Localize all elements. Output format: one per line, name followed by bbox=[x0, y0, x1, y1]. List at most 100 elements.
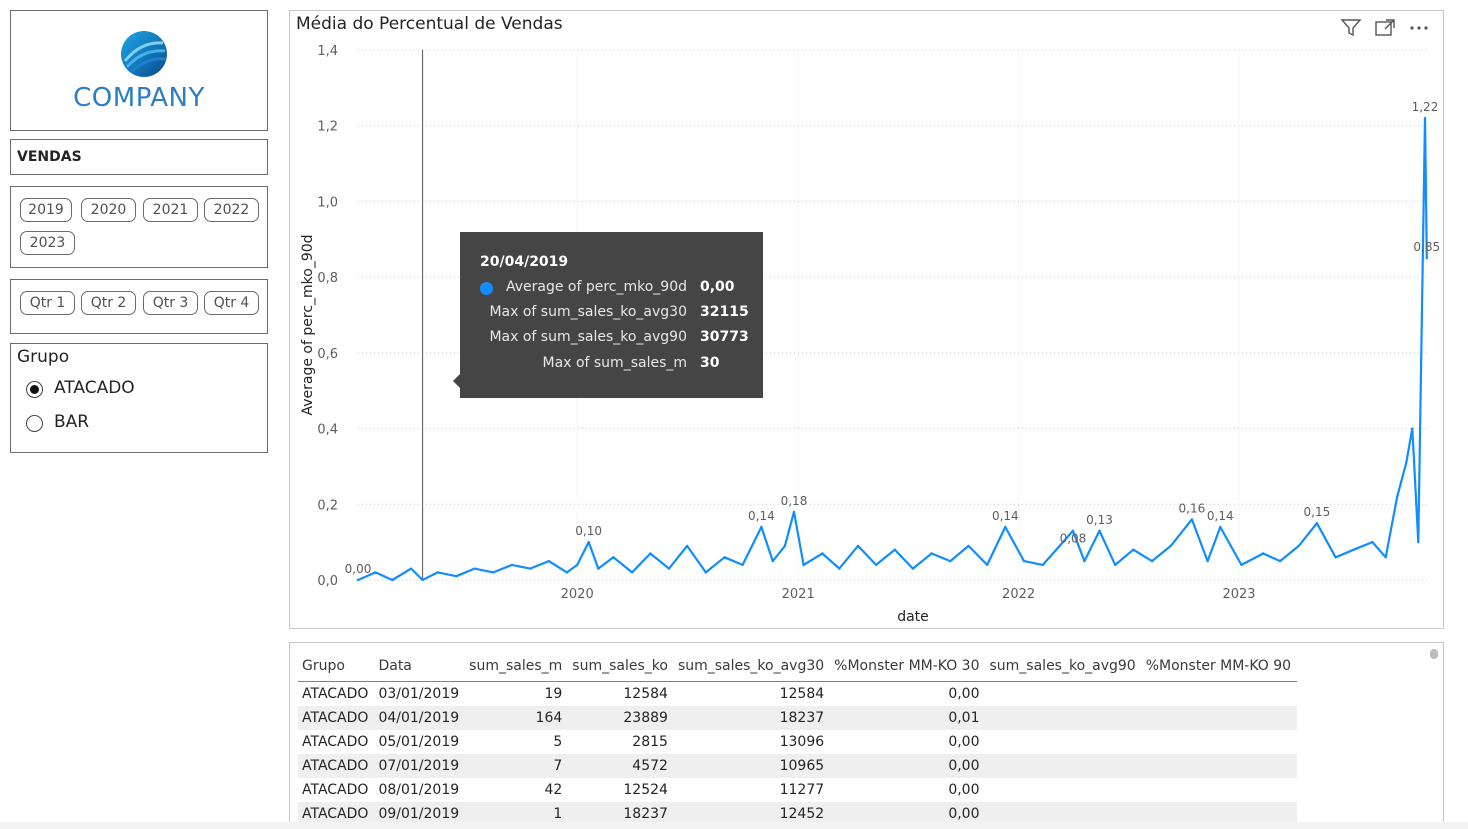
table-scrollbar[interactable] bbox=[1430, 649, 1438, 659]
table-cell: ATACADO bbox=[298, 706, 375, 730]
table-header-row: Grupo Data sum_sales_m sum_sales_ko sum_… bbox=[298, 651, 1298, 682]
data-point bbox=[510, 563, 514, 567]
tooltip-row: Max of sum_sales_ko_avg30 32115 bbox=[460, 304, 763, 324]
tooltip-value: 30773 bbox=[700, 329, 749, 345]
table-cell: 0,00 bbox=[948, 734, 980, 750]
table-cell: 0,00 bbox=[948, 782, 980, 798]
table-row[interactable]: ATACADO 03/01/2019 19 12584 12584 0,00 bbox=[298, 682, 1297, 707]
data-point bbox=[911, 567, 915, 570]
table-cell: 10965 bbox=[673, 754, 831, 778]
data-point bbox=[1297, 544, 1300, 548]
table-cell bbox=[986, 778, 1142, 802]
tooltip-row: Average of perc_mko_90d 0,00 bbox=[460, 279, 763, 299]
table-cell: 12584 bbox=[623, 686, 668, 702]
data-point bbox=[565, 571, 569, 574]
table-cell: 03/01/2019 bbox=[378, 686, 460, 702]
data-point bbox=[612, 556, 615, 559]
year-slicer: 2019 2020 2021 2022 2023 bbox=[10, 186, 268, 268]
tooltip-value: 0,00 bbox=[700, 279, 735, 295]
column-header-sum-sales-ko[interactable]: sum_sales_ko bbox=[568, 651, 674, 682]
more-options-icon[interactable] bbox=[1407, 17, 1431, 39]
focus-mode-icon[interactable] bbox=[1373, 17, 1397, 39]
radio-selected-icon[interactable] bbox=[26, 381, 43, 398]
table-row[interactable]: ATACADO 04/01/2019 164 23889 18237 0,01 bbox=[298, 706, 1298, 730]
data-label: 0,15 bbox=[1304, 505, 1331, 519]
table-cell: 42 bbox=[544, 782, 563, 798]
tooltip-date: 20/04/2019 bbox=[480, 254, 569, 270]
table-row[interactable]: ATACADO 08/01/2019 42 12524 11277 0,00 bbox=[298, 778, 1297, 802]
chart-tooltip: 20/04/2019 Average of perc_mko_90d 0,00 … bbox=[453, 232, 763, 398]
column-header-grupo[interactable]: Grupo bbox=[298, 651, 375, 682]
line-chart-visual[interactable]: 0,0 0,2 0,4 0,6 0,8 1,0 1,2 1,4 2020 2021 2022 2023… bbox=[289, 10, 1444, 629]
data-point bbox=[1041, 563, 1044, 567]
year-chip-2019[interactable]: 2019 bbox=[20, 198, 72, 222]
x-axis-title: date bbox=[897, 609, 929, 625]
data-label: 0,00 bbox=[345, 562, 372, 576]
table-cell bbox=[985, 754, 1142, 778]
year-chip-2022[interactable]: 2022 bbox=[204, 198, 259, 222]
data-point bbox=[1219, 525, 1222, 529]
quarter-chip-4[interactable]: Qtr 4 bbox=[204, 291, 259, 315]
year-chip-2021[interactable]: 2021 bbox=[143, 198, 198, 222]
data-table-visual[interactable]: Grupo Data sum_sales_m sum_sales_ko sum_… bbox=[289, 642, 1444, 829]
quarter-chip-2[interactable]: Qtr 2 bbox=[81, 291, 136, 315]
table-cell: 18237 bbox=[673, 706, 831, 730]
column-header-sum-sales-ko-avg30[interactable]: sum_sales_ko_avg30 bbox=[673, 651, 831, 682]
column-header-sum-sales-m[interactable]: sum_sales_m bbox=[465, 651, 569, 682]
data-point bbox=[741, 563, 744, 567]
column-header-data[interactable]: Data bbox=[374, 651, 466, 682]
y-tick-label: 0,4 bbox=[317, 423, 338, 438]
table-cell: 07/01/2019 bbox=[374, 754, 466, 778]
table-cell: 12524 bbox=[623, 782, 668, 798]
table-cell: 05/01/2019 bbox=[378, 734, 460, 750]
data-point bbox=[391, 578, 394, 582]
table-cell bbox=[985, 706, 1142, 730]
data-point bbox=[949, 559, 952, 563]
data-point bbox=[597, 567, 600, 570]
data-point bbox=[985, 563, 989, 567]
tooltip-arrow bbox=[453, 374, 460, 388]
data-point bbox=[1371, 540, 1374, 544]
table-cell: 11277 bbox=[779, 782, 825, 798]
column-header-sum-sales-ko-avg90[interactable]: sum_sales_ko_avg90 bbox=[985, 651, 1142, 682]
data-point bbox=[723, 556, 726, 559]
data-point bbox=[492, 571, 495, 574]
tooltip-label: Max of sum_sales_m bbox=[542, 355, 687, 371]
data-label: 0,14 bbox=[992, 509, 1019, 523]
year-chip-2020[interactable]: 2020 bbox=[81, 198, 136, 222]
data-point bbox=[1240, 563, 1243, 567]
radio-unselected-icon[interactable] bbox=[26, 415, 43, 432]
table-row[interactable]: ATACADO 07/01/2019 7 4572 10965 0,00 bbox=[298, 754, 1298, 778]
table-cell bbox=[1141, 754, 1298, 778]
data-point bbox=[374, 571, 377, 574]
data-point bbox=[802, 563, 805, 567]
tooltip-label: Average of perc_mko_90d bbox=[505, 279, 687, 295]
tooltip-row: Max of sum_sales_m 30 bbox=[460, 355, 763, 375]
data-point bbox=[1405, 461, 1408, 464]
grupo-title: Grupo bbox=[17, 347, 70, 367]
data-point bbox=[1071, 529, 1075, 532]
column-header-monster-90[interactable]: %Monster MM-KO 90 bbox=[1141, 651, 1298, 682]
filter-icon[interactable] bbox=[1339, 17, 1363, 39]
quarter-chip-3[interactable]: Qtr 3 bbox=[143, 291, 198, 315]
line-chart[interactable]: 0,0 0,2 0,4 0,6 0,8 1,0 1,2 1,4 2020 2021 2022 2023… bbox=[290, 11, 1443, 628]
quarter-chip-1[interactable]: Qtr 1 bbox=[20, 291, 75, 315]
data-label: 0,14 bbox=[748, 509, 775, 523]
x-tick-label: 2021 bbox=[782, 587, 815, 602]
grupo-slicer: Grupo ATACADO BAR bbox=[10, 343, 268, 453]
series-color-dot-icon bbox=[480, 282, 493, 295]
table-row[interactable]: ATACADO 05/01/2019 5 2815 13096 0,00 bbox=[298, 730, 1297, 754]
table-cell: 5 bbox=[553, 734, 563, 750]
data-point bbox=[1334, 556, 1337, 559]
data-point bbox=[1190, 518, 1194, 521]
data-point bbox=[967, 544, 970, 548]
data-point bbox=[1022, 559, 1026, 563]
y-tick-label: 1,4 bbox=[317, 44, 338, 59]
data-point bbox=[575, 563, 579, 567]
year-chip-2023[interactable]: 2023 bbox=[20, 231, 75, 255]
table-cell: 19 bbox=[544, 686, 563, 702]
table-cell: 7 bbox=[465, 754, 569, 778]
data-point bbox=[1411, 427, 1414, 430]
table-cell bbox=[986, 730, 1142, 754]
column-header-monster-30[interactable]: %Monster MM-KO 30 bbox=[830, 651, 986, 682]
